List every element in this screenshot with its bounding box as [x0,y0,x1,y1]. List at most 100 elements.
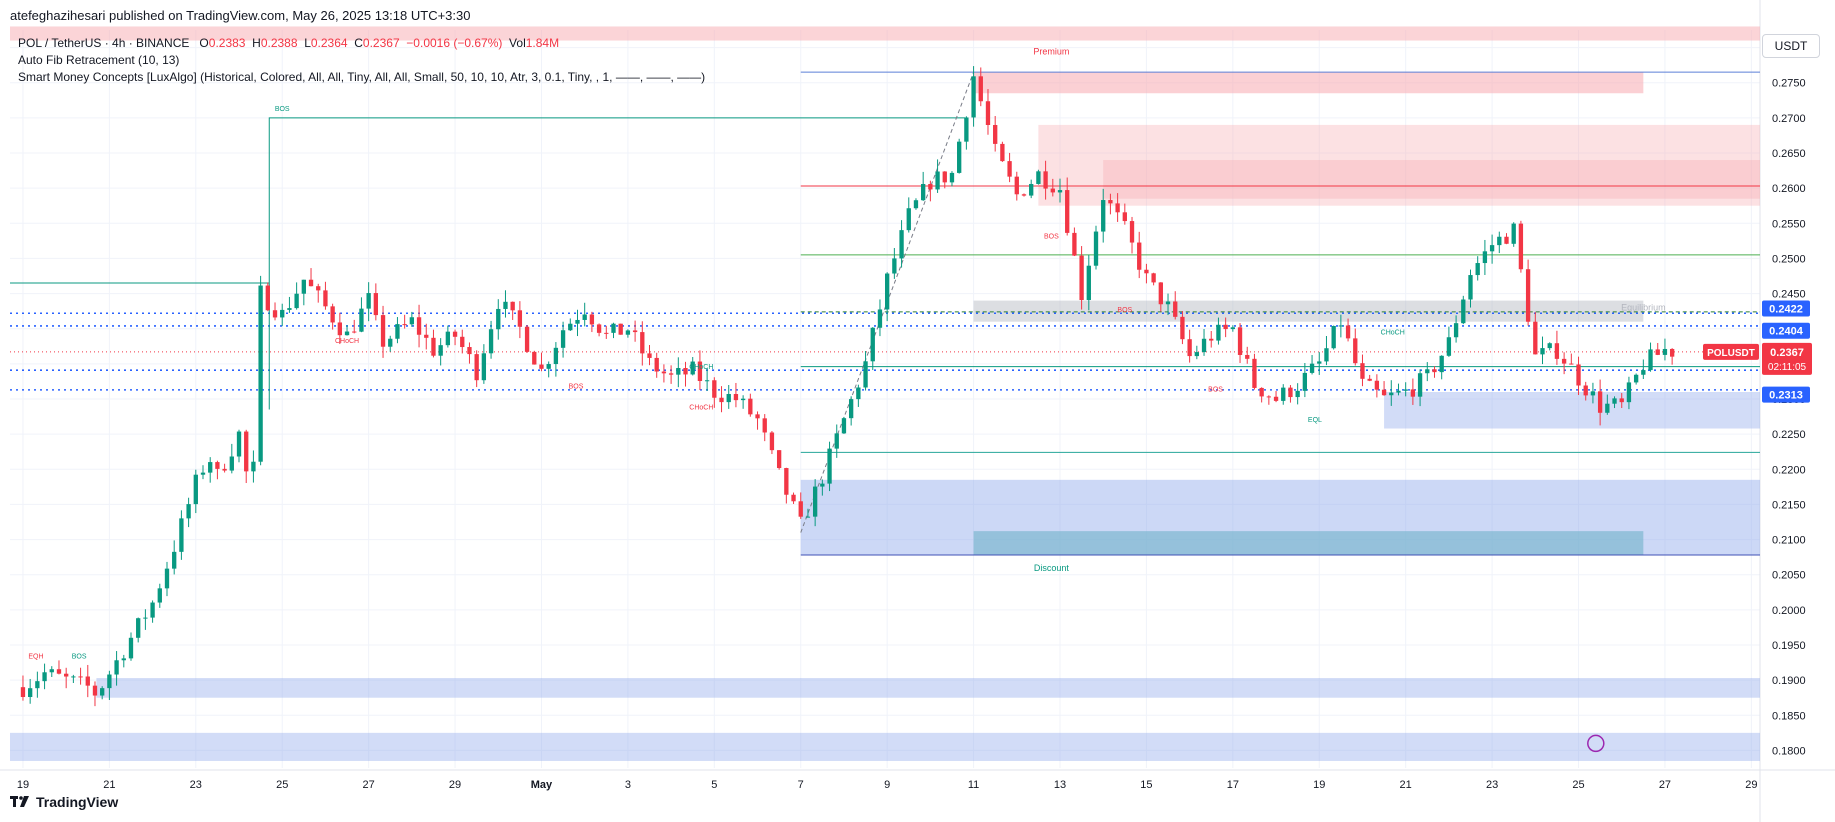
candle-bull [740,398,746,401]
candle-bear [776,450,782,469]
candle-bear [92,685,98,696]
annotation-bos: BOS [1117,307,1132,314]
candle-bear [640,332,645,354]
candle-bull [1648,349,1653,371]
candle-bull [1165,301,1171,305]
candle-bear [460,336,465,348]
candle-bear [1353,338,1358,364]
close-value: 0.2367 [362,36,400,50]
candle-bear [1129,221,1135,243]
candle-bull [1281,387,1286,401]
candle-bear [380,315,386,347]
candle-bear [244,431,249,472]
candle-bull [150,602,155,618]
candle-bear [1115,203,1120,213]
candle-bear [539,364,544,369]
candle-bull [611,323,616,333]
candle-bull [1093,231,1099,266]
y-tick-label: 0.2250 [1772,429,1806,441]
volume-value: 1.84M [525,36,560,50]
x-tick-label: 19 [17,779,29,791]
candle-bear [798,501,803,517]
candle-bear [272,310,278,318]
candle-bull [964,117,969,142]
candle-bull [1590,391,1596,396]
candle-bull [1482,251,1488,264]
candle-bull [820,483,825,487]
level-price-tag [1762,300,1810,317]
x-tick-label: 13 [1054,779,1066,791]
symbol-legend[interactable]: POL / TetherUS · 4h · BINANCE O0.2383 H0… [18,36,559,50]
y-tick-label: 0.2000 [1772,605,1806,617]
annotation-premium: Premium [1033,47,1069,57]
candle-bull [287,308,292,310]
candle-bear [373,293,379,316]
candle-bear [1223,324,1228,330]
annotation-equilibrium: Equilibrium [1621,302,1666,312]
candle-bull [1338,325,1344,327]
time-axis[interactable]: 19 21 23 25 27 29 May 3 5 7 9 11 13 15 17 19 21 23 25 27 29 [17,779,1758,791]
x-tick-label: 15 [1140,779,1152,791]
candle-bull [503,301,508,309]
candle-bull [1626,382,1632,403]
candle-bear [1180,316,1185,340]
annotation-bos: BOS [569,383,584,390]
candle-bull [885,273,890,310]
premium-strip-top [10,26,1760,41]
candle-bull [1489,245,1495,252]
candle-bull [438,345,443,356]
candle-bear [78,676,83,678]
symbol-name: POL / TetherUS · 4h · BINANCE [18,36,190,50]
candle-bear [1043,171,1048,189]
candle-bull [1475,263,1480,276]
candle-bear [1158,282,1163,305]
open-label: O [199,36,209,50]
candle-bear [1367,378,1372,381]
candle-bear [1597,391,1603,413]
candle-bull [1317,361,1322,364]
candle-bear [985,101,991,125]
open-value: 0.2383 [208,36,246,50]
candle-bull [863,361,868,388]
candle-bear [1173,301,1178,317]
low-value: 0.2364 [310,36,348,50]
level-price-text: 0.2404 [1769,326,1804,338]
candle-bear [474,354,479,381]
candle-bull [35,681,40,689]
annotation-choch: CHoCH [1381,329,1405,336]
candle-bull [107,674,112,689]
candle-bear [784,468,789,495]
candle-bull [582,314,587,320]
x-tick-label: 23 [190,779,202,791]
indicator-smc-legend[interactable]: Smart Money Concepts [LuxAlgo] (Historic… [18,70,706,84]
tradingview-logo[interactable]: TradingView [10,794,118,810]
candle-bull [625,330,631,335]
x-tick-label: 25 [1572,779,1584,791]
y-tick-label: 0.2650 [1772,148,1806,160]
candle-bull [913,200,919,209]
candle-bear [733,393,739,401]
candle-bear [64,673,69,677]
candle-bull [344,331,350,336]
candle-bear [596,324,602,333]
y-tick-label: 0.2050 [1772,570,1806,582]
demand-zone-2 [10,732,1760,761]
y-tick-label: 0.2450 [1772,289,1806,301]
annotation-bos: BOS [275,106,290,113]
candle-bull [164,568,170,589]
change-value: −0.0016 (−0.67%) [406,36,503,50]
candle-bull [812,486,818,517]
candle-bear [697,361,703,382]
annotation-bos: BOS [1208,386,1223,393]
currency-selector[interactable]: USDT [1762,34,1820,58]
candle-bear [1554,343,1560,359]
candle-bull [1029,183,1034,196]
candle-bear [1014,176,1019,195]
indicator-fib-legend[interactable]: Auto Fib Retracement (10, 13) [18,53,180,67]
candle-bull [1641,370,1646,375]
candle-bull [899,230,904,259]
candle-bull [856,387,861,400]
candle-bull [366,293,371,309]
x-tick-label: 23 [1486,779,1498,791]
